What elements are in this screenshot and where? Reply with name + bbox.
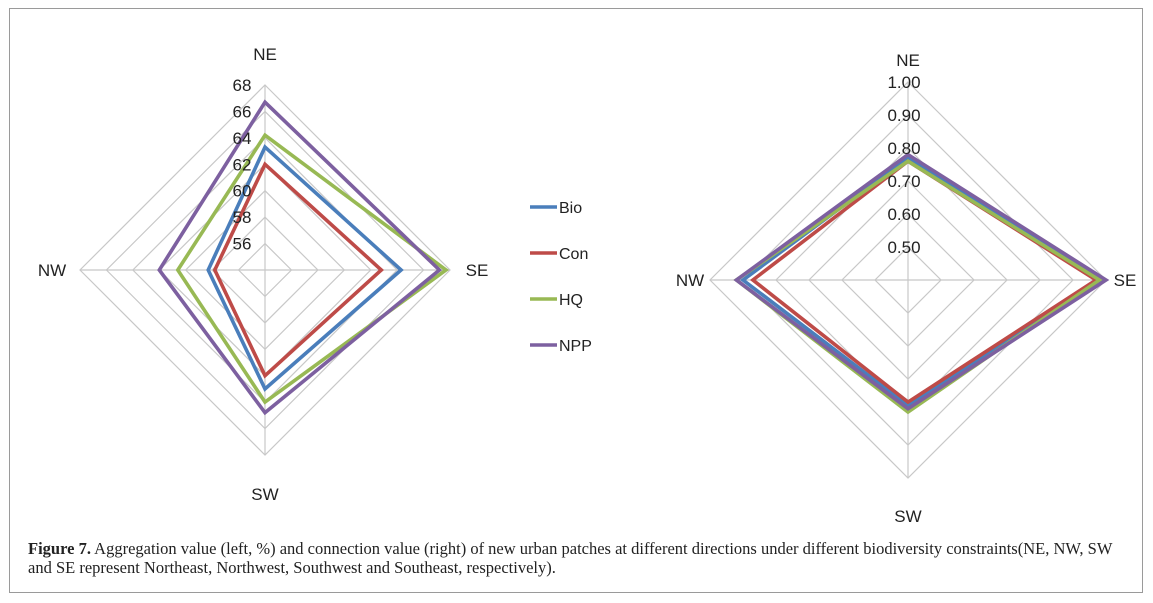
caption-label: Figure 7. [28,539,91,558]
left-direction-nw: NW [38,261,66,280]
left-tick-label: 60 [233,182,252,201]
left-series-con [212,161,384,379]
left-tick-label: 58 [233,208,252,227]
left-series-hq [175,132,450,405]
right-direction-ne: NE [896,51,920,70]
right-tick-label: 1.00 [887,73,920,92]
left-direction-sw: SW [251,485,278,504]
left-series-npp [157,99,443,416]
figure-caption: Figure 7. Aggregation value (left, %) an… [28,539,1118,577]
figure-charts: 56586062646668NESESWNW0.500.600.700.800.… [38,45,1137,526]
legend-label-bio: Bio [559,200,582,217]
right-tick-label: 0.50 [887,238,920,257]
left-tick-label: 68 [233,76,252,95]
right-tick-label: 0.90 [887,106,920,125]
right-tick-label: 0.70 [887,172,920,191]
caption-text: Aggregation value (left, %) and connecti… [28,539,1113,577]
right-direction-nw: NW [676,271,704,290]
right-tick-label: 0.60 [887,205,920,224]
left-series-bio [206,144,404,392]
right-direction-se: SE [1114,271,1137,290]
legend: Bio Con HQ NPP [530,200,592,355]
legend-label-hq: HQ [559,292,583,309]
legend-label-npp: NPP [559,338,592,355]
left-tick-label: 56 [233,235,252,254]
left-direction-se: SE [466,261,489,280]
legend-label-con: Con [559,246,588,263]
right-series-npp [733,152,1110,411]
right-radar: 0.50 0.60 0.70 0.80 0.90 1.00 NE SE SW NW [676,51,1137,526]
right-direction-sw: SW [894,507,921,526]
left-tick-label: 64 [233,129,252,148]
left-tick-label: 62 [233,155,252,174]
left-direction-ne: NE [253,45,277,64]
left-tick-label: 66 [233,102,252,121]
right-tick-label: 0.80 [887,139,920,158]
